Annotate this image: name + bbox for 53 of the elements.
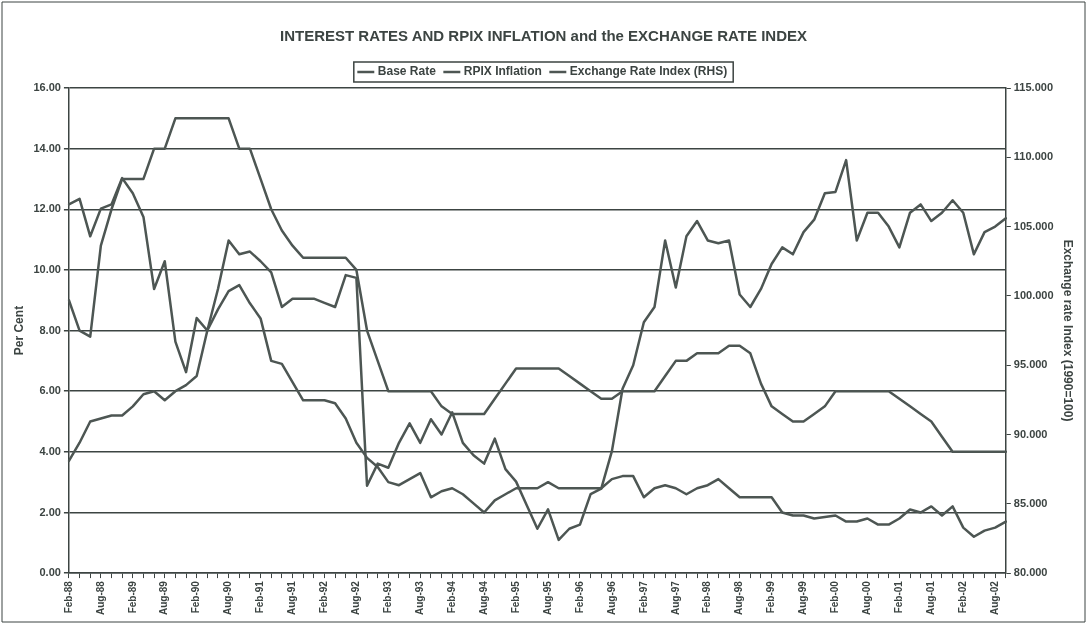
y-tick-label: 6.00 <box>39 384 61 397</box>
y2-tick-label: 85.000 <box>1013 496 1048 509</box>
x-tick-label: Aug-00 <box>861 580 873 616</box>
x-tick-label: Feb-93 <box>382 580 394 614</box>
y-tick-label: 0.00 <box>39 566 61 579</box>
x-tick-label: Feb-98 <box>701 580 713 614</box>
x-tick-label: Feb-01 <box>893 580 905 614</box>
x-tick-label: Feb-96 <box>573 580 585 614</box>
x-tick-label: Aug-92 <box>350 580 362 616</box>
x-tick-label: Feb-99 <box>765 580 777 614</box>
y2-tick-label: 95.000 <box>1013 358 1048 371</box>
x-tick-label: Feb-00 <box>829 580 841 614</box>
y2-tick-label: 115.000 <box>1013 81 1053 94</box>
x-tick-label: Feb-88 <box>62 580 74 614</box>
y-tick-label: 14.00 <box>33 141 61 154</box>
y-tick-label: 8.00 <box>39 323 61 336</box>
x-tick-label: Aug-95 <box>541 580 553 616</box>
y2-axis-title: Exchange rate Index (1990=100) <box>1061 239 1076 422</box>
x-tick-label: Feb-91 <box>254 580 266 614</box>
y-axis-title: Per Cent <box>11 305 26 356</box>
y2-tick-label: 80.000 <box>1013 566 1048 579</box>
chart-title: INTEREST RATES AND RPIX INFLATION and the EXCHANGE RATE INDEX <box>280 27 807 45</box>
legend-label: RPIX Inflation <box>463 64 542 79</box>
y-tick-label: 2.00 <box>39 505 61 518</box>
y2-tick-label: 100.000 <box>1013 288 1054 301</box>
x-tick-label: Aug-99 <box>797 580 809 616</box>
x-tick-label: Feb-90 <box>190 580 202 614</box>
x-tick-label: Aug-94 <box>477 580 489 616</box>
x-tick-label: Feb-95 <box>509 580 521 614</box>
y2-tick-label: 105.000 <box>1013 219 1054 232</box>
x-tick-label: Feb-02 <box>957 580 968 614</box>
y-tick-label: 10.00 <box>33 262 61 275</box>
y-tick-label: 16.00 <box>33 81 61 94</box>
x-tick-label: Aug-97 <box>669 580 681 616</box>
x-tick-label: Aug-98 <box>733 580 745 616</box>
y2-tick-label: 110.000 <box>1013 150 1053 163</box>
x-tick-label: Aug-91 <box>286 580 298 616</box>
x-tick-label: Aug-89 <box>158 580 170 616</box>
legend-label: Exchange Rate Index (RHS) <box>569 64 728 79</box>
x-tick-label: Feb-97 <box>637 580 649 614</box>
x-tick-label: Feb-92 <box>318 580 330 614</box>
x-tick-label: Aug-93 <box>414 580 426 616</box>
x-tick-label: Aug-02 <box>988 580 1000 616</box>
x-tick-label: Aug-96 <box>605 580 617 616</box>
x-tick-label: Aug-88 <box>94 580 106 616</box>
x-tick-label: Feb-94 <box>445 580 457 614</box>
x-tick-label: Aug-01 <box>925 580 937 616</box>
y2-tick-label: 90.000 <box>1013 427 1048 440</box>
y-tick-label: 12.00 <box>33 202 61 215</box>
legend-label: Base Rate <box>377 64 437 79</box>
y-tick-label: 4.00 <box>39 444 61 457</box>
x-tick-label: Aug-90 <box>222 580 234 616</box>
x-tick-label: Feb-89 <box>126 580 138 614</box>
